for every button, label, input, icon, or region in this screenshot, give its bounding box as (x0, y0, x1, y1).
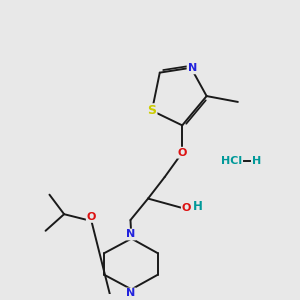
Text: H: H (192, 200, 202, 214)
Text: N: N (188, 63, 197, 74)
Text: N: N (126, 230, 136, 239)
Text: O: O (178, 148, 187, 158)
Text: N: N (126, 288, 136, 298)
Text: S: S (148, 104, 157, 117)
Text: H: H (252, 156, 262, 166)
Text: O: O (182, 203, 191, 213)
Text: HCl: HCl (221, 156, 243, 166)
Text: O: O (87, 212, 96, 222)
